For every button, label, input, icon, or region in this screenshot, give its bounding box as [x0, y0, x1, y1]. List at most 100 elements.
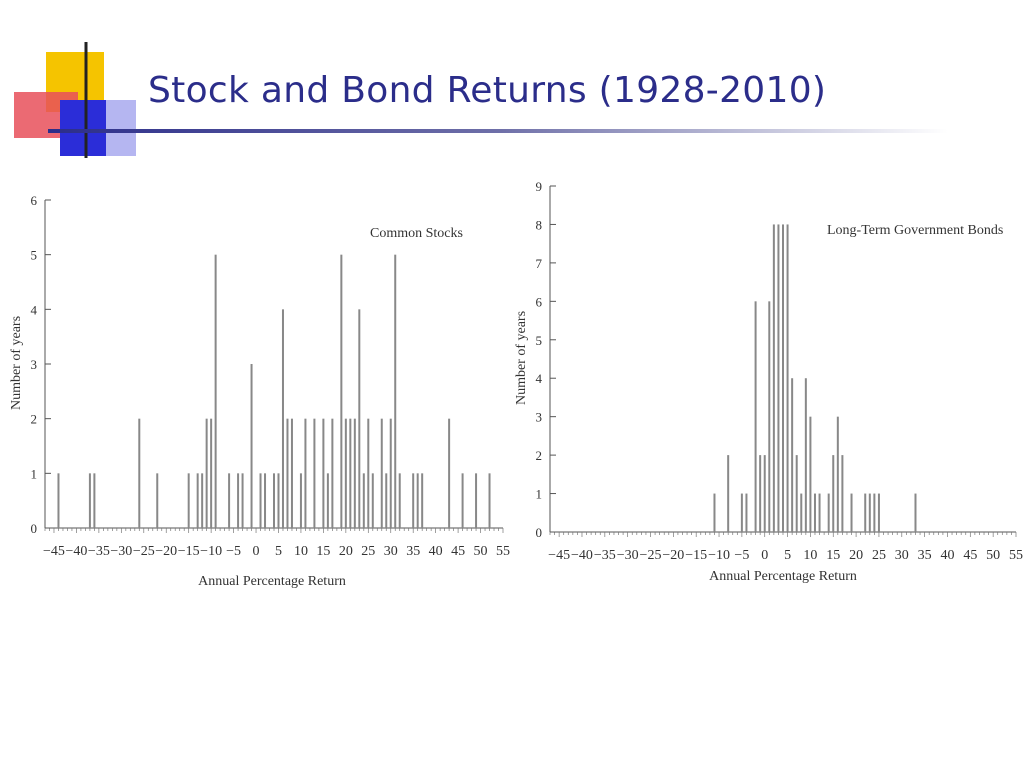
histogram-bar [205, 418, 208, 528]
x-tick-label: 30 [895, 548, 909, 563]
histogram-bar [138, 418, 141, 528]
histogram-bar [344, 418, 347, 528]
histogram-bar [864, 493, 867, 532]
y-tick-label: 1 [31, 466, 38, 481]
histogram-bar [313, 418, 316, 528]
histogram-bar [394, 254, 397, 528]
chart-title: Long-Term Government Bonds [827, 223, 1003, 238]
histogram-bar [349, 418, 352, 528]
x-tick-label: 15 [316, 544, 330, 559]
histogram-bar [850, 493, 853, 532]
y-tick-label: 2 [536, 448, 543, 463]
histogram-bar [877, 493, 880, 532]
histogram-bar [461, 473, 464, 528]
y-tick-label: 4 [536, 371, 543, 386]
x-tick-label: 55 [1009, 548, 1023, 563]
histogram-bar [398, 473, 401, 528]
x-tick-label: 10 [803, 548, 817, 563]
histogram-bar [791, 378, 794, 532]
histogram-bar [868, 493, 871, 532]
histogram-bar [277, 473, 280, 528]
x-tick-label: −45 [43, 544, 65, 559]
x-tick-label: 50 [474, 544, 488, 559]
y-tick-label: 7 [536, 256, 543, 271]
x-axis-label: Annual Percentage Return [198, 574, 346, 589]
histogram-bar [281, 309, 284, 528]
x-tick-label: 5 [275, 544, 282, 559]
y-tick-label: 1 [536, 487, 543, 502]
histogram-bar [250, 364, 253, 528]
y-tick-label: 3 [31, 357, 38, 372]
histogram-bar [809, 416, 812, 532]
y-tick-label: 5 [536, 333, 543, 348]
histogram-bar [322, 418, 325, 528]
histogram-bar [782, 224, 784, 532]
histogram-bar [754, 301, 757, 532]
histogram-bar [412, 473, 415, 528]
histogram-bar [331, 418, 334, 528]
histogram-bar [196, 473, 199, 528]
x-tick-label: 15 [826, 548, 840, 563]
x-tick-label: −15 [685, 548, 707, 563]
histogram-bar [818, 493, 821, 532]
y-tick-label: 0 [31, 521, 38, 536]
histogram-bar [772, 224, 775, 532]
histogram-bar [237, 473, 240, 528]
histogram-bar [786, 224, 789, 532]
x-axis-label: Annual Percentage Return [709, 569, 857, 584]
histogram-bar [353, 418, 356, 528]
histogram-bar [768, 301, 771, 532]
x-tick-label: 45 [963, 548, 977, 563]
histogram-bar [832, 455, 835, 532]
deco-blue-square [60, 100, 106, 156]
histogram-bar [759, 455, 762, 532]
x-tick-label: 25 [361, 544, 375, 559]
histogram-bar [326, 473, 329, 528]
histogram-bar [777, 224, 780, 532]
x-tick-label: 40 [940, 548, 954, 563]
histogram-bar [286, 418, 289, 528]
x-tick-label: −20 [662, 548, 684, 563]
x-tick-label: −10 [708, 548, 730, 563]
x-tick-label: −40 [571, 548, 593, 563]
y-tick-label: 3 [536, 410, 543, 425]
x-tick-label: −35 [88, 544, 110, 559]
x-tick-label: −35 [594, 548, 616, 563]
title-underline [48, 129, 948, 133]
histogram-bar [416, 473, 419, 528]
histogram-bar [389, 418, 392, 528]
x-tick-label: 40 [429, 544, 443, 559]
x-tick-label: −5 [734, 548, 749, 563]
histogram-bar [827, 493, 830, 532]
histogram-bar [156, 473, 159, 528]
y-axis-label: Number of years [9, 316, 24, 410]
chart-title: Common Stocks [370, 226, 463, 241]
y-tick-label: 4 [31, 302, 38, 317]
histogram-bar [304, 418, 307, 528]
y-axis-label: Number of years [514, 311, 529, 405]
x-tick-label: −40 [65, 544, 87, 559]
x-tick-label: −45 [548, 548, 570, 563]
y-tick-label: 5 [31, 248, 38, 263]
histogram-bar [273, 473, 275, 528]
histogram-bar [914, 493, 917, 532]
y-tick-label: 9 [536, 179, 543, 194]
histogram-bar [290, 418, 293, 528]
x-tick-label: −25 [133, 544, 155, 559]
histogram-bar [299, 473, 302, 528]
x-tick-label: −5 [226, 544, 241, 559]
histogram-bar [804, 378, 807, 532]
y-tick-label: 8 [536, 217, 543, 232]
x-tick-label: −20 [155, 544, 177, 559]
histogram-bar [228, 473, 231, 528]
histogram-bar [201, 473, 204, 528]
histogram-bar [259, 473, 262, 528]
y-tick-label: 6 [31, 193, 38, 208]
x-tick-label: 55 [496, 544, 510, 559]
histogram-bar [57, 473, 60, 528]
histogram-bar [475, 473, 478, 528]
histogram-bar [836, 416, 839, 532]
histogram-bar [740, 493, 743, 532]
